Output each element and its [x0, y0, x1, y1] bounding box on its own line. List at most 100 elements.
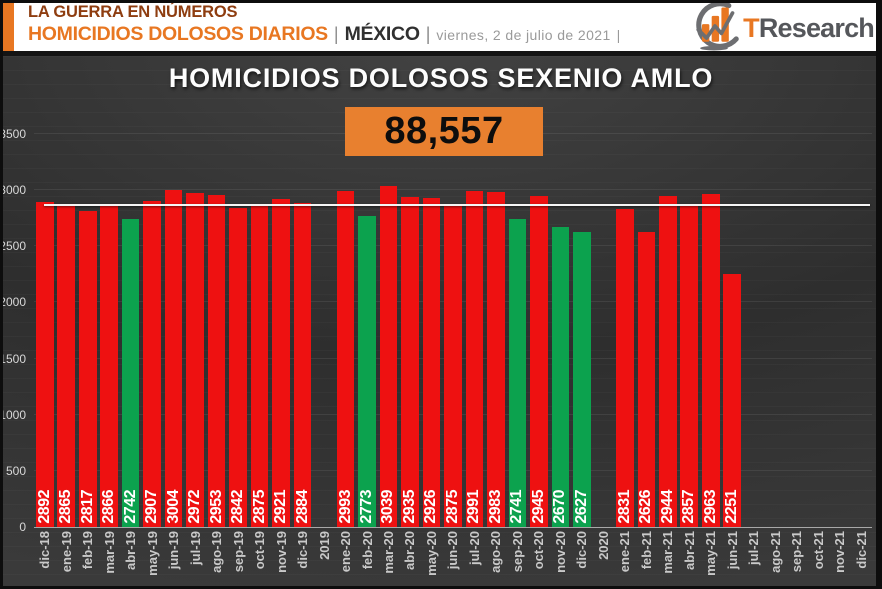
x-label-cell-nov-19: nov-19 [270, 531, 291, 587]
bar-slot-feb-19: 2817 [77, 134, 98, 527]
bar-slot-nov-20: 2670 [550, 134, 571, 527]
x-axis-label-ago-20: ago-20 [488, 531, 504, 573]
x-axis-label-ene-20: ene-20 [338, 531, 354, 573]
x-label-cell-dic-18: dic-18 [34, 531, 55, 587]
x-label-cell-nov-21: nov-21 [829, 531, 850, 587]
x-label-cell-ago-19: ago-19 [206, 531, 227, 587]
bar-slot-jul-19: 2972 [184, 134, 205, 527]
average-line [44, 204, 870, 207]
bar-jul-19: 2972 [186, 193, 204, 527]
bar-ene-19: 2865 [57, 205, 76, 527]
x-axis-label-ago-21: ago-21 [767, 531, 783, 573]
bar-ago-19: 2953 [208, 195, 226, 527]
bar-value-nov-19: 2921 [272, 490, 290, 524]
bar-slot-mar-19: 2866 [98, 134, 119, 527]
x-axis-label-ago-19: ago-19 [209, 531, 225, 573]
x-axis-label-2020: 2020 [595, 531, 611, 560]
x-axis-label-sep-20: sep-20 [509, 531, 525, 573]
bar-feb-21: 2626 [637, 232, 656, 527]
x-label-cell-dic-21: dic-21 [850, 531, 871, 587]
bar-slot-jun-20: 2875 [442, 134, 463, 527]
x-label-cell-2020: 2020 [593, 531, 614, 587]
y-tick-label-0: 0 [19, 520, 26, 534]
x-label-cell-sep-20: sep-20 [507, 531, 528, 587]
bar-sep-20: 2741 [508, 219, 527, 527]
x-axis-label-dic-18: dic-18 [37, 531, 53, 569]
bar-value-ene-20: 2993 [336, 490, 354, 524]
bar-value-jul-19: 2972 [186, 490, 204, 524]
bar-slot-ago-21 [764, 134, 785, 527]
bar-dic-18: 2892 [36, 202, 54, 527]
x-label-cell-jun-20: jun-20 [442, 531, 463, 587]
bar-slot-mar-21: 2944 [657, 134, 678, 527]
x-label-cell-dic-20: dic-20 [571, 531, 592, 587]
bar-slot-dic-19: 2884 [292, 134, 313, 527]
bar-feb-20: 2773 [358, 215, 376, 527]
y-tick-label-1500: 1500 [0, 351, 26, 366]
bar-value-oct-19: 2875 [250, 490, 268, 524]
bar-slot-sep-19: 2842 [227, 134, 248, 527]
bar-value-dic-19: 2884 [293, 490, 311, 524]
y-tick-label-3500: 3500 [0, 127, 26, 141]
x-axis-label-2019: 2019 [316, 531, 332, 560]
x-label-cell-may-20: may-20 [421, 531, 442, 587]
x-label-cell-mar-19: mar-19 [98, 531, 119, 587]
x-label-cell-dic-19: dic-19 [292, 531, 313, 587]
bar-feb-19: 2817 [79, 210, 97, 527]
bar-value-nov-20: 2670 [551, 490, 569, 524]
x-axis-label-ene-21: ene-21 [617, 531, 633, 573]
bar-slot-ene-20: 2993 [335, 134, 356, 527]
bar-ago-20: 2983 [487, 192, 505, 527]
x-label-cell-ago-20: ago-20 [485, 531, 506, 587]
x-label-cell-ene-19: ene-19 [55, 531, 76, 587]
tresearch-logo: TResearch [686, 1, 875, 56]
header-divider [0, 51, 882, 56]
x-axis-label-dic-19: dic-19 [295, 531, 311, 569]
y-tick-label-2500: 2500 [0, 239, 26, 254]
bar-value-mar-20: 3039 [379, 490, 397, 524]
bar-value-ago-20: 2983 [486, 490, 504, 524]
bar-oct-20: 2945 [530, 196, 548, 527]
x-label-cell-2019: 2019 [313, 531, 334, 587]
bar-ene-20: 2993 [336, 190, 355, 527]
bar-value-jun-19: 3004 [164, 490, 182, 524]
bar-slot-dic-18: 2892 [34, 134, 55, 527]
bar-slot-mar-20: 3039 [378, 134, 399, 527]
date-label: viernes, 2 de julio de 2021 [436, 26, 611, 43]
x-label-cell-sep-21: sep-21 [786, 531, 807, 587]
bar-ene-21: 2831 [616, 209, 634, 527]
bar-may-19: 2907 [143, 200, 161, 527]
bar-value-oct-20: 2945 [529, 490, 547, 524]
x-label-cell-abr-21: abr-21 [679, 531, 700, 587]
bar-mar-21: 2944 [659, 196, 677, 527]
bar-abr-19: 2742 [122, 219, 140, 527]
header-titles: LA GUERRA EN NÚMEROS HOMICIDIOS DOLOSOS … [28, 3, 621, 45]
bar-jun-19: 3004 [164, 189, 183, 527]
bar-value-jun-20: 2875 [443, 490, 461, 524]
x-axis-label-abr-19: abr-19 [123, 531, 139, 571]
bar-slot-ene-21: 2831 [614, 134, 635, 527]
bar-abr-21: 2857 [680, 206, 699, 527]
bar-nov-20: 2670 [551, 227, 570, 527]
y-tick-label-3000: 3000 [0, 183, 26, 198]
region-label: MÉXICO [344, 22, 420, 45]
header-subtitle-row: HOMICIDIOS DOLOSOS DIARIOS | MÉXICO | vi… [28, 23, 621, 45]
bar-slot-oct-21 [807, 134, 828, 527]
bar-value-may-19: 2907 [143, 490, 161, 524]
x-axis-label-jul-19: jul-19 [187, 531, 203, 565]
x-label-cell-may-21: may-21 [700, 531, 721, 587]
x-label-cell-jun-21: jun-21 [722, 531, 743, 587]
bar-may-21: 2963 [702, 194, 720, 527]
x-axis-baseline [34, 527, 872, 528]
bar-slot-abr-21: 2857 [679, 134, 700, 527]
x-axis-label-jun-20: jun-20 [445, 531, 461, 570]
x-label-cell-may-19: may-19 [141, 531, 162, 587]
bar-slot-nov-21 [829, 134, 850, 527]
bar-value-ago-19: 2953 [207, 490, 225, 524]
bar-jul-20: 2991 [465, 191, 484, 527]
x-label-cell-mar-21: mar-21 [657, 531, 678, 587]
bar-slot-2020 [593, 134, 614, 527]
x-axis-label-mar-20: mar-20 [380, 531, 396, 574]
separator-pipe: | [616, 26, 621, 43]
x-axis-label-mar-21: mar-21 [660, 531, 676, 574]
